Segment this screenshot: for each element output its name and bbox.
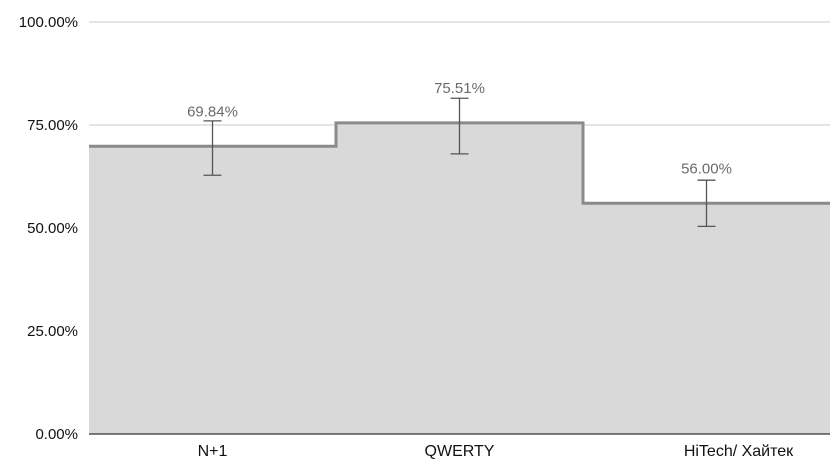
x-tick-label-0: N+1 [198, 443, 228, 459]
data-label-2: 56.00% [681, 160, 732, 177]
x-tick-label-2: HiTech/ Хайтек [684, 443, 794, 459]
data-labels: 69.84% 75.51% 56.00% [187, 80, 732, 177]
y-axis-ticks: 0.00% 25.00% 50.00% 75.00% 100.00% [19, 14, 78, 443]
y-tick-label-2: 50.00% [27, 220, 78, 237]
area-fill [89, 122, 830, 434]
data-label-0: 69.84% [187, 103, 238, 120]
x-axis-ticks: N+1 QWERTY HiTech/ Хайтек [198, 443, 795, 459]
y-tick-label-1: 25.00% [27, 323, 78, 340]
error-bars [203, 97, 716, 228]
y-tick-label-3: 75.00% [27, 117, 78, 134]
y-tick-label-4: 100.00% [19, 14, 78, 31]
y-tick-label-0: 0.00% [35, 426, 78, 443]
data-label-1: 75.51% [434, 80, 485, 97]
x-tick-label-1: QWERTY [425, 443, 495, 459]
